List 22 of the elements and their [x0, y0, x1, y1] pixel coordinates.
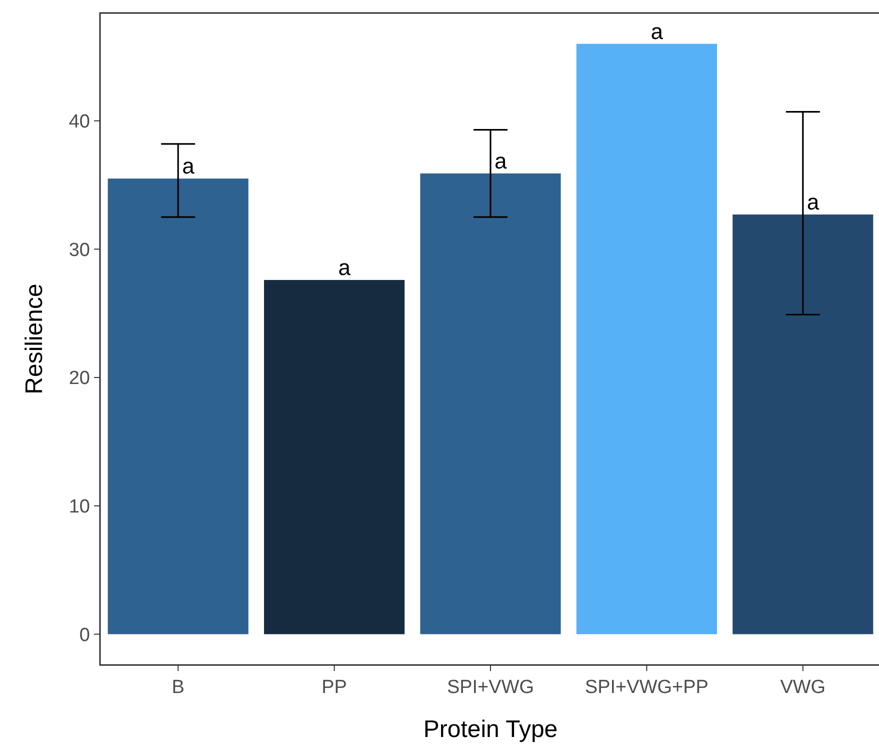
x-tick-label: VWG [780, 677, 826, 698]
y-tick-label: 20 [68, 368, 90, 390]
y-tick-label: 30 [68, 240, 90, 261]
y-tick-label: 40 [68, 111, 90, 132]
y-tick-label: 10 [68, 496, 90, 518]
y-axis-title: Resilience [21, 284, 48, 394]
x-tick-label: SPI+VWG+PP [584, 677, 708, 698]
bar [420, 173, 561, 634]
annotation: a [494, 148, 508, 174]
y-tick-label: 0 [79, 624, 90, 646]
annotation: a [806, 190, 820, 215]
x-axis-title: Protein Type [423, 716, 558, 743]
bar [264, 280, 405, 634]
bar [576, 44, 717, 634]
bar [732, 214, 874, 634]
annotation: a [338, 254, 352, 280]
bar [108, 178, 248, 634]
x-tick-label: B [172, 677, 184, 698]
x-tick-label: PP [322, 677, 347, 698]
annotation: a [182, 154, 196, 179]
annotation: a [650, 18, 664, 44]
x-tick-label: SPI+VWG [446, 677, 534, 698]
